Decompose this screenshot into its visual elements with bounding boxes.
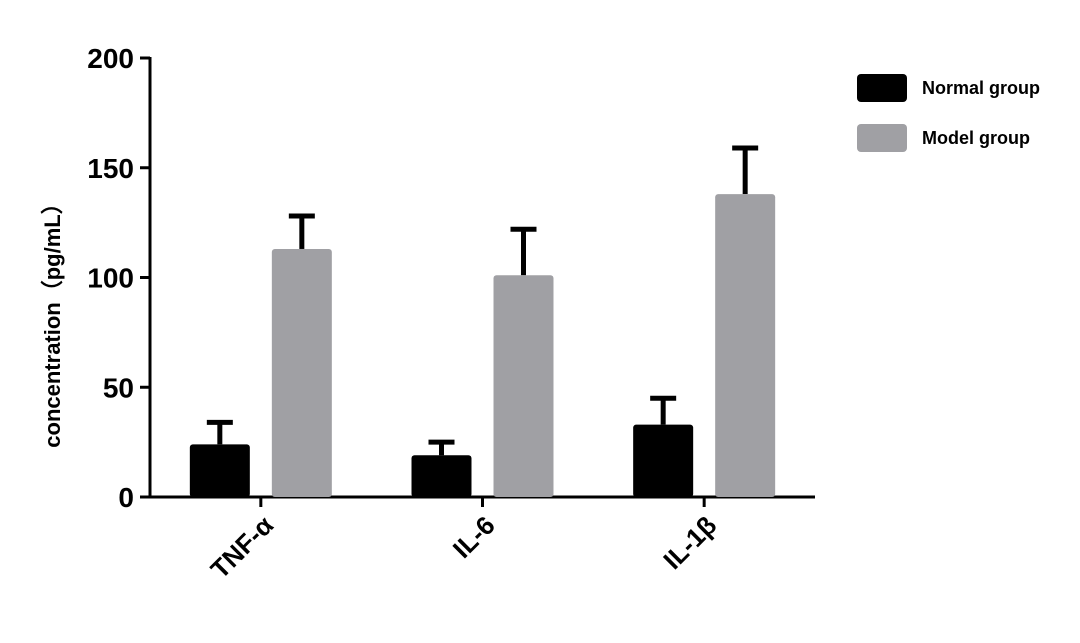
x-tick-label: IL-1β xyxy=(657,510,722,575)
x-tick-label: TNF-α xyxy=(205,510,279,584)
y-tick-label: 0 xyxy=(118,482,134,513)
legend-label: Normal group xyxy=(922,78,1040,98)
bar xyxy=(411,455,472,497)
bar xyxy=(715,194,776,497)
legend-swatch xyxy=(857,74,907,102)
y-tick-label: 150 xyxy=(87,153,134,184)
bar xyxy=(493,275,554,497)
x-tick-label: IL-6 xyxy=(447,510,501,564)
bar xyxy=(271,248,332,497)
bar xyxy=(189,444,250,497)
y-tick-label: 100 xyxy=(87,263,134,294)
y-tick-label: 50 xyxy=(103,372,134,403)
legend-swatch xyxy=(857,124,907,152)
y-tick-label: 200 xyxy=(87,43,134,74)
bar xyxy=(633,424,694,497)
legend-label: Model group xyxy=(922,128,1030,148)
y-axis-label: concentration（pg/mL） xyxy=(40,192,65,447)
